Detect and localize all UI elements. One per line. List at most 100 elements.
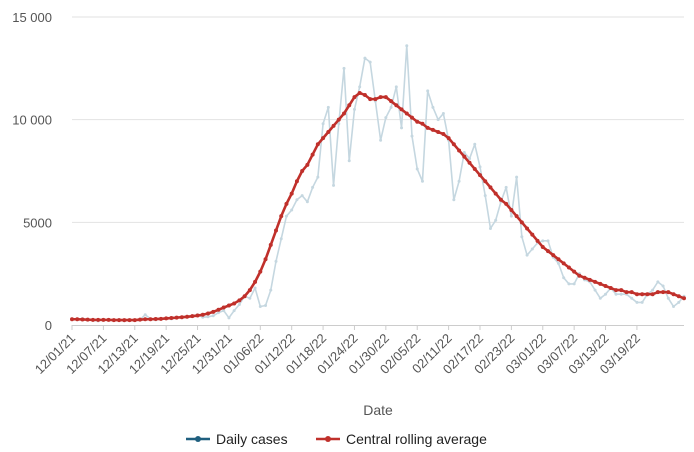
daily-cases-point [332,183,336,187]
daily-cases-point [305,200,309,204]
rolling-average-point [478,173,482,178]
rolling-average-point [216,307,221,312]
rolling-average-point [389,99,394,104]
rolling-average-point [493,191,498,196]
daily-cases-point [410,134,414,138]
rolling-average-point [80,317,85,322]
rolling-average-point [467,160,472,165]
daily-cases-point [572,282,576,286]
daily-cases-point [352,107,356,111]
daily-cases-point [604,292,608,296]
daily-cases-point [431,105,435,109]
daily-cases-point [478,165,482,169]
rolling-average-point [274,228,278,233]
rolling-average-point [357,90,362,95]
x-axis-ticks: 12/01/2112/07/2112/13/2112/19/2112/25/21… [32,325,643,377]
rolling-average-point [221,305,226,310]
daily-cases-point [619,292,623,296]
rolling-average-point [305,162,310,167]
daily-cases-point [206,315,210,319]
rolling-average-point [661,290,666,295]
rolling-average-point [75,317,80,322]
legend-symbol-marker [195,436,201,442]
daily-cases-point [232,309,236,313]
daily-cases-point [562,276,566,280]
rolling-average-point [530,232,535,237]
x-axis-title: Date [363,402,393,418]
rolling-average-point [546,249,550,254]
rolling-average-point [425,125,430,130]
daily-cases-point [342,66,346,70]
daily-cases-point [384,116,388,120]
rolling-average-point [404,111,409,116]
rolling-average-point [342,111,346,116]
rolling-average-point [211,309,216,314]
rolling-average-point [90,317,95,322]
rolling-average-point [362,93,367,98]
rolling-average-point [138,317,142,322]
rolling-average-point [206,311,210,316]
rolling-average-point [619,288,624,293]
daily-cases-point [672,305,676,309]
daily-cases-point [515,175,519,179]
daily-cases-point [494,218,498,222]
rolling-average-point [258,269,263,274]
daily-cases-point [640,300,644,304]
daily-cases-point [457,179,461,183]
daily-cases-point [666,296,670,300]
daily-cases-point [436,118,440,122]
rolling-average-point [127,318,132,323]
rolling-average-point [462,154,467,159]
rolling-average-point [666,290,671,295]
daily-cases-point [321,122,325,126]
daily-cases-point [488,226,492,230]
rolling-average-point [310,152,315,157]
daily-cases-point [248,296,252,300]
daily-cases-point [473,142,477,146]
daily-cases-point [598,296,602,300]
rolling-average-point [232,301,237,306]
daily-cases-point [295,198,299,202]
rolling-average-point [556,257,561,262]
rolling-average-point [577,273,582,278]
rolling-average-point [326,129,331,134]
daily-cases-point [415,167,419,171]
daily-cases-point [441,112,445,116]
rolling-average-point [509,208,514,213]
rolling-average-point [169,316,174,321]
rolling-average-point [640,292,645,297]
rolling-average-point [289,191,294,196]
rolling-average-point [242,294,247,299]
rolling-average-point [540,244,545,249]
rolling-average-point [85,317,90,322]
rolling-average-point [315,142,320,147]
daily-cases-point [635,300,639,304]
rolling-average-point [603,283,608,288]
daily-cases-point [656,280,660,284]
rolling-average-point [226,303,231,308]
daily-cases-point [509,214,513,218]
y-axis-ticks: 0 5000 10 000 15 000 [12,10,52,333]
legend[interactable]: Daily cases Central rolling average [186,431,487,447]
rolling-average-point [525,226,530,231]
rolling-average-point [472,166,477,171]
rolling-average-point [614,288,618,293]
rolling-average-point [457,148,462,153]
rolling-average-point [336,117,341,122]
series-rolling-average [70,90,686,323]
y-tick-label: 5000 [23,215,52,230]
daily-cases-point [546,239,550,243]
legend-item-rolling-average[interactable]: Central rolling average [316,431,487,447]
daily-cases-point [269,288,273,292]
daily-cases-point [567,282,571,286]
rolling-average-point [483,179,488,184]
daily-cases-point [368,60,372,64]
daily-cases-point [541,239,545,243]
rolling-average-point [179,315,184,320]
rolling-average-point [237,298,242,303]
rolling-average-point [593,279,598,284]
rolling-average-point [488,185,493,190]
daily-cases-point [253,286,257,290]
daily-cases-point [279,237,283,241]
legend-item-daily-cases[interactable]: Daily cases [186,431,288,447]
